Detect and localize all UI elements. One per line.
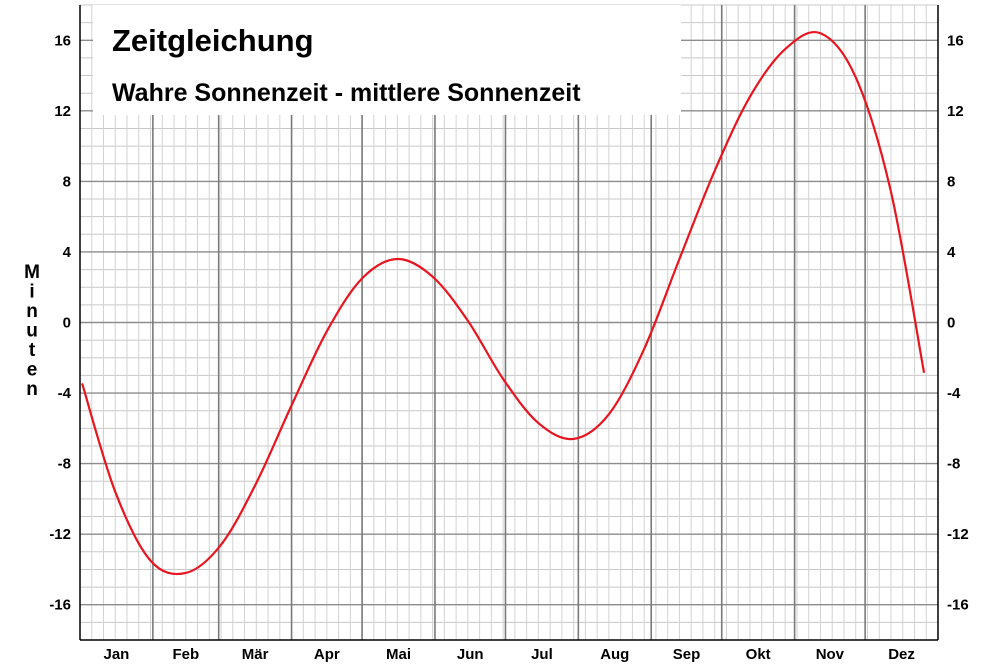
y-tick-label-right: 16 [947, 32, 964, 49]
title-box [93, 5, 681, 115]
chart-title: Zeitgleichung [112, 23, 314, 58]
y-tick-label-right: 0 [947, 315, 955, 332]
series-layer [81, 31, 925, 576]
y-tick-label-left: 16 [54, 32, 71, 49]
y-axis-label-letter: u [26, 321, 38, 342]
chart-subtitle: Wahre Sonnenzeit - mittlere Sonnenzeit [112, 79, 581, 107]
month-label: Okt [746, 646, 771, 663]
y-tick-label-right: -8 [947, 456, 960, 473]
y-tick-label-right: 8 [947, 173, 955, 190]
month-label: Nov [816, 646, 845, 663]
y-tick-label-left: 4 [63, 244, 72, 261]
y-tick-label-right: -16 [947, 597, 969, 614]
month-label: Apr [314, 646, 340, 663]
y-axis-label-letter: t [29, 340, 36, 361]
y-tick-label-right: -12 [947, 526, 969, 543]
y-axis-label-letter: n [26, 301, 38, 322]
month-label: Jan [104, 646, 130, 663]
y-tick-label-right: 4 [947, 244, 956, 261]
y-tick-label-left: -12 [49, 526, 71, 543]
y-axis-label-letter: e [27, 360, 38, 381]
y-tick-label-left: 12 [54, 103, 71, 120]
y-tick-label-left: 8 [63, 173, 71, 190]
month-label: Jul [531, 646, 553, 663]
y-axis-label-letter: i [29, 282, 34, 303]
y-tick-labels-right: -16 -12 -8 -4 0 4 8 12 16 [947, 32, 969, 613]
y-tick-label-left: 0 [63, 315, 71, 332]
month-label: Jun [457, 646, 484, 663]
y-tick-label-left: -16 [49, 597, 71, 614]
month-label: Sep [673, 646, 701, 663]
y-tick-label-right: 12 [947, 103, 964, 120]
equation-of-time-curve [81, 31, 925, 576]
month-label: Mai [386, 646, 411, 663]
month-label: Aug [600, 646, 629, 663]
y-axis-label-letter: n [26, 379, 38, 400]
plot-frame [79, 5, 939, 641]
y-tick-label-left: -4 [58, 385, 72, 402]
y-tick-label-left: -8 [58, 456, 71, 473]
month-label: Dez [888, 646, 915, 663]
y-tick-label-right: -4 [947, 385, 961, 402]
month-label: Feb [172, 646, 199, 663]
y-tick-labels-left: -16 -12 -8 -4 0 4 8 12 16 [49, 32, 71, 613]
month-label: Mär [242, 646, 269, 663]
month-labels: Jan Feb Mär Apr Mai Jun Jul Aug Sep Okt Nov Dez [104, 646, 915, 663]
y-axis-label-letter: M [24, 262, 40, 283]
